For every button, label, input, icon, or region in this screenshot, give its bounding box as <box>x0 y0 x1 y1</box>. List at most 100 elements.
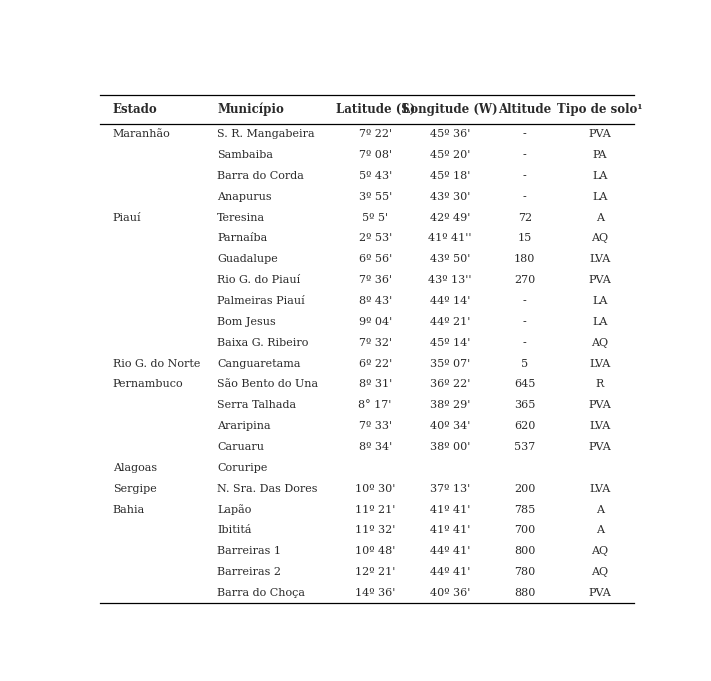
Text: 12º 21': 12º 21' <box>355 567 395 577</box>
Text: PVA: PVA <box>588 275 611 285</box>
Text: 44º 14': 44º 14' <box>430 296 470 306</box>
Text: 785: 785 <box>514 505 535 515</box>
Text: 620: 620 <box>514 421 535 431</box>
Text: 43º 13'': 43º 13'' <box>428 275 471 285</box>
Text: 6º 22': 6º 22' <box>358 359 392 368</box>
Text: 2º 53': 2º 53' <box>358 234 392 243</box>
Text: 45º 18': 45º 18' <box>430 171 470 181</box>
Text: 5º 43': 5º 43' <box>358 171 392 181</box>
Text: A: A <box>596 505 604 515</box>
Text: Tipo de solo¹: Tipo de solo¹ <box>557 103 643 116</box>
Text: Araripina: Araripina <box>217 421 271 431</box>
Text: Latitude (S): Latitude (S) <box>336 103 415 116</box>
Text: 6º 56': 6º 56' <box>358 254 392 264</box>
Text: 270: 270 <box>514 275 535 285</box>
Text: PVA: PVA <box>588 400 611 410</box>
Text: 8º 31': 8º 31' <box>358 379 392 390</box>
Text: Bom Jesus: Bom Jesus <box>217 317 276 327</box>
Text: PVA: PVA <box>588 588 611 598</box>
Text: 880: 880 <box>514 588 535 598</box>
Text: Lapão: Lapão <box>217 504 252 515</box>
Text: 8º 43': 8º 43' <box>358 296 392 306</box>
Text: Bahia: Bahia <box>113 505 145 515</box>
Text: 7º 32': 7º 32' <box>358 338 392 348</box>
Text: 645: 645 <box>514 379 535 390</box>
Text: LA: LA <box>592 191 607 202</box>
Text: AQ: AQ <box>591 546 608 556</box>
Text: 180: 180 <box>514 254 535 264</box>
Text: R: R <box>596 379 604 390</box>
Text: Palmeiras Piauí: Palmeiras Piauí <box>217 296 305 306</box>
Text: Canguaretama: Canguaretama <box>217 359 301 368</box>
Text: 11º 32': 11º 32' <box>355 526 395 535</box>
Text: A: A <box>596 212 604 223</box>
Text: 38º 29': 38º 29' <box>430 400 470 410</box>
Text: Maranhão: Maranhão <box>113 129 171 139</box>
Text: Parnaíba: Parnaíba <box>217 234 267 243</box>
Text: 3º 55': 3º 55' <box>358 191 392 202</box>
Text: 9º 04': 9º 04' <box>358 317 392 327</box>
Text: -: - <box>523 317 527 327</box>
Text: AQ: AQ <box>591 338 608 348</box>
Text: PA: PA <box>592 150 607 160</box>
Text: -: - <box>523 129 527 139</box>
Text: 45º 20': 45º 20' <box>430 150 470 160</box>
Text: 72: 72 <box>518 212 532 223</box>
Text: AQ: AQ <box>591 234 608 243</box>
Text: 14º 36': 14º 36' <box>355 588 395 598</box>
Text: Baixa G. Ribeiro: Baixa G. Ribeiro <box>217 338 309 348</box>
Text: PVA: PVA <box>588 442 611 452</box>
Text: AQ: AQ <box>591 567 608 577</box>
Text: 365: 365 <box>514 400 535 410</box>
Text: 8º 34': 8º 34' <box>358 442 392 452</box>
Text: Estado: Estado <box>113 103 158 116</box>
Text: Município: Município <box>217 103 284 116</box>
Text: 7º 08': 7º 08' <box>358 150 392 160</box>
Text: 7º 33': 7º 33' <box>358 421 392 431</box>
Text: LVA: LVA <box>589 421 610 431</box>
Text: 37º 13': 37º 13' <box>430 484 470 494</box>
Text: 45º 36': 45º 36' <box>430 129 470 139</box>
Text: 10º 48': 10º 48' <box>355 546 395 556</box>
Text: 42º 49': 42º 49' <box>430 212 470 223</box>
Text: Caruaru: Caruaru <box>217 442 264 452</box>
Text: 15: 15 <box>518 234 532 243</box>
Text: -: - <box>523 338 527 348</box>
Text: LVA: LVA <box>589 359 610 368</box>
Text: 44º 41': 44º 41' <box>430 567 470 577</box>
Text: 45º 14': 45º 14' <box>430 338 470 348</box>
Text: 41º 41': 41º 41' <box>430 526 470 535</box>
Text: 5º 5': 5º 5' <box>362 212 388 223</box>
Text: Pernambuco: Pernambuco <box>113 379 183 390</box>
Text: 43º 30': 43º 30' <box>430 191 470 202</box>
Text: LA: LA <box>592 171 607 181</box>
Text: -: - <box>523 296 527 306</box>
Text: São Bento do Una: São Bento do Una <box>217 379 318 390</box>
Text: 8° 17': 8° 17' <box>358 400 392 410</box>
Text: Guadalupe: Guadalupe <box>217 254 278 264</box>
Text: Serra Talhada: Serra Talhada <box>217 400 296 410</box>
Text: 5: 5 <box>521 359 528 368</box>
Text: Barra do Corda: Barra do Corda <box>217 171 304 181</box>
Text: 537: 537 <box>514 442 535 452</box>
Text: 36º 22': 36º 22' <box>430 379 470 390</box>
Text: LVA: LVA <box>589 254 610 264</box>
Text: Sambaiba: Sambaiba <box>217 150 273 160</box>
Text: Anapurus: Anapurus <box>217 191 272 202</box>
Text: PVA: PVA <box>588 129 611 139</box>
Text: 780: 780 <box>514 567 535 577</box>
Text: Longitude (W): Longitude (W) <box>402 103 498 116</box>
Text: 11º 21': 11º 21' <box>355 505 395 515</box>
Text: Altitude: Altitude <box>498 103 552 116</box>
Text: 35º 07': 35º 07' <box>430 359 470 368</box>
Text: 41º 41'': 41º 41'' <box>428 234 471 243</box>
Text: 38º 00': 38º 00' <box>430 442 470 452</box>
Text: 800: 800 <box>514 546 535 556</box>
Text: Piauí: Piauí <box>113 212 141 223</box>
Text: 40º 36': 40º 36' <box>430 588 470 598</box>
Text: -: - <box>523 191 527 202</box>
Text: Barreiras 1: Barreiras 1 <box>217 546 281 556</box>
Text: -: - <box>523 171 527 181</box>
Text: Barreiras 2: Barreiras 2 <box>217 567 281 577</box>
Text: A: A <box>596 526 604 535</box>
